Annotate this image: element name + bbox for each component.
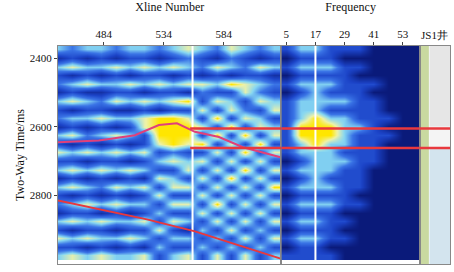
- svg-text:5: 5: [284, 28, 290, 40]
- svg-text:2600: 2600: [30, 121, 53, 133]
- svg-text:2400: 2400: [30, 52, 53, 64]
- svg-text:2800: 2800: [30, 189, 53, 201]
- svg-text:JS1井: JS1井: [421, 29, 448, 41]
- svg-text:41: 41: [368, 28, 379, 40]
- svg-text:584: 584: [216, 28, 233, 40]
- svg-text:Frequency: Frequency: [325, 0, 376, 14]
- svg-text:484: 484: [95, 28, 112, 40]
- svg-text:Two-Way Time/ms: Two-Way Time/ms: [13, 109, 27, 201]
- svg-text:29: 29: [339, 28, 351, 40]
- svg-text:53: 53: [397, 28, 409, 40]
- svg-text:Xline Number: Xline Number: [135, 0, 204, 14]
- svg-text:17: 17: [310, 28, 322, 40]
- svg-text:534: 534: [155, 28, 172, 40]
